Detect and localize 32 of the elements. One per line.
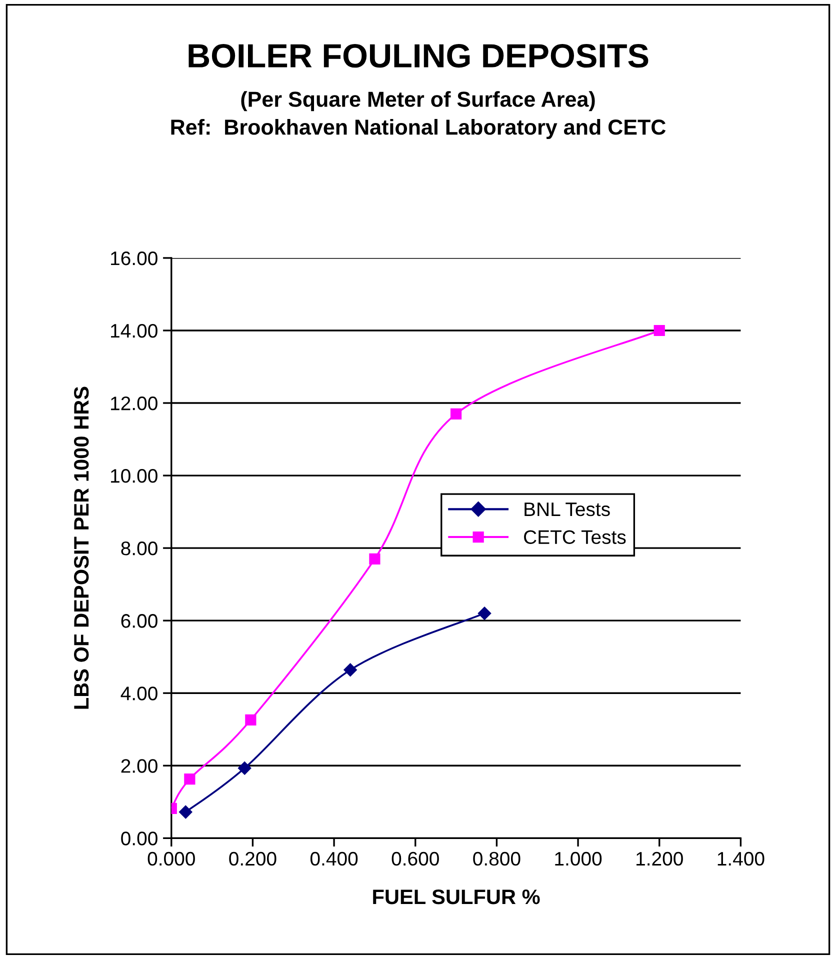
- y-tick-label: 14.00: [111, 324, 158, 338]
- x-tick-label: 0.400: [310, 852, 358, 866]
- x-tick-label: 1.200: [636, 852, 683, 866]
- y-tick-label: 4.00: [120, 686, 158, 700]
- y-tick-label: 12.00: [111, 396, 158, 410]
- point: [245, 714, 256, 726]
- point: [478, 606, 492, 620]
- chart-subtitle: (Per Square Meter of Surface Area) Ref: Brookhaven National Laboratory and CETC: [171, 91, 666, 140]
- x-tick-label: 0.800: [473, 852, 520, 866]
- x-tick-label: 0.200: [229, 852, 276, 866]
- y-axis-title: LBS OF DEPOSIT PER 1000 HRS: [74, 386, 89, 709]
- y-tick-label: 16.00: [111, 251, 158, 266]
- point: [184, 774, 196, 785]
- point: [369, 553, 380, 565]
- y-tick-label: 8.00: [121, 542, 158, 556]
- y-tick-label: 6.00: [121, 614, 158, 628]
- x-tick-label: 0.000: [148, 852, 195, 866]
- y-tick-label: 2.00: [121, 759, 158, 773]
- x-tick-label: 1.400: [718, 852, 764, 866]
- chart-title: BOILER FOULING DEPOSITS: [188, 44, 648, 68]
- x-tick-label: 0.600: [392, 852, 439, 866]
- y-tick-label: 0.00: [121, 832, 158, 846]
- point: [238, 762, 252, 775]
- x-tick-label: 1.000: [555, 852, 602, 866]
- point: [450, 408, 462, 420]
- y-tick-label: 10.00: [111, 469, 158, 483]
- point: [179, 805, 192, 819]
- point: [654, 324, 665, 336]
- point: [344, 663, 357, 676]
- legend-label: CETC Tests: [524, 530, 626, 544]
- legend-label: BNL Tests: [524, 502, 610, 516]
- x-axis-title: FUEL SULFUR %: [373, 889, 540, 904]
